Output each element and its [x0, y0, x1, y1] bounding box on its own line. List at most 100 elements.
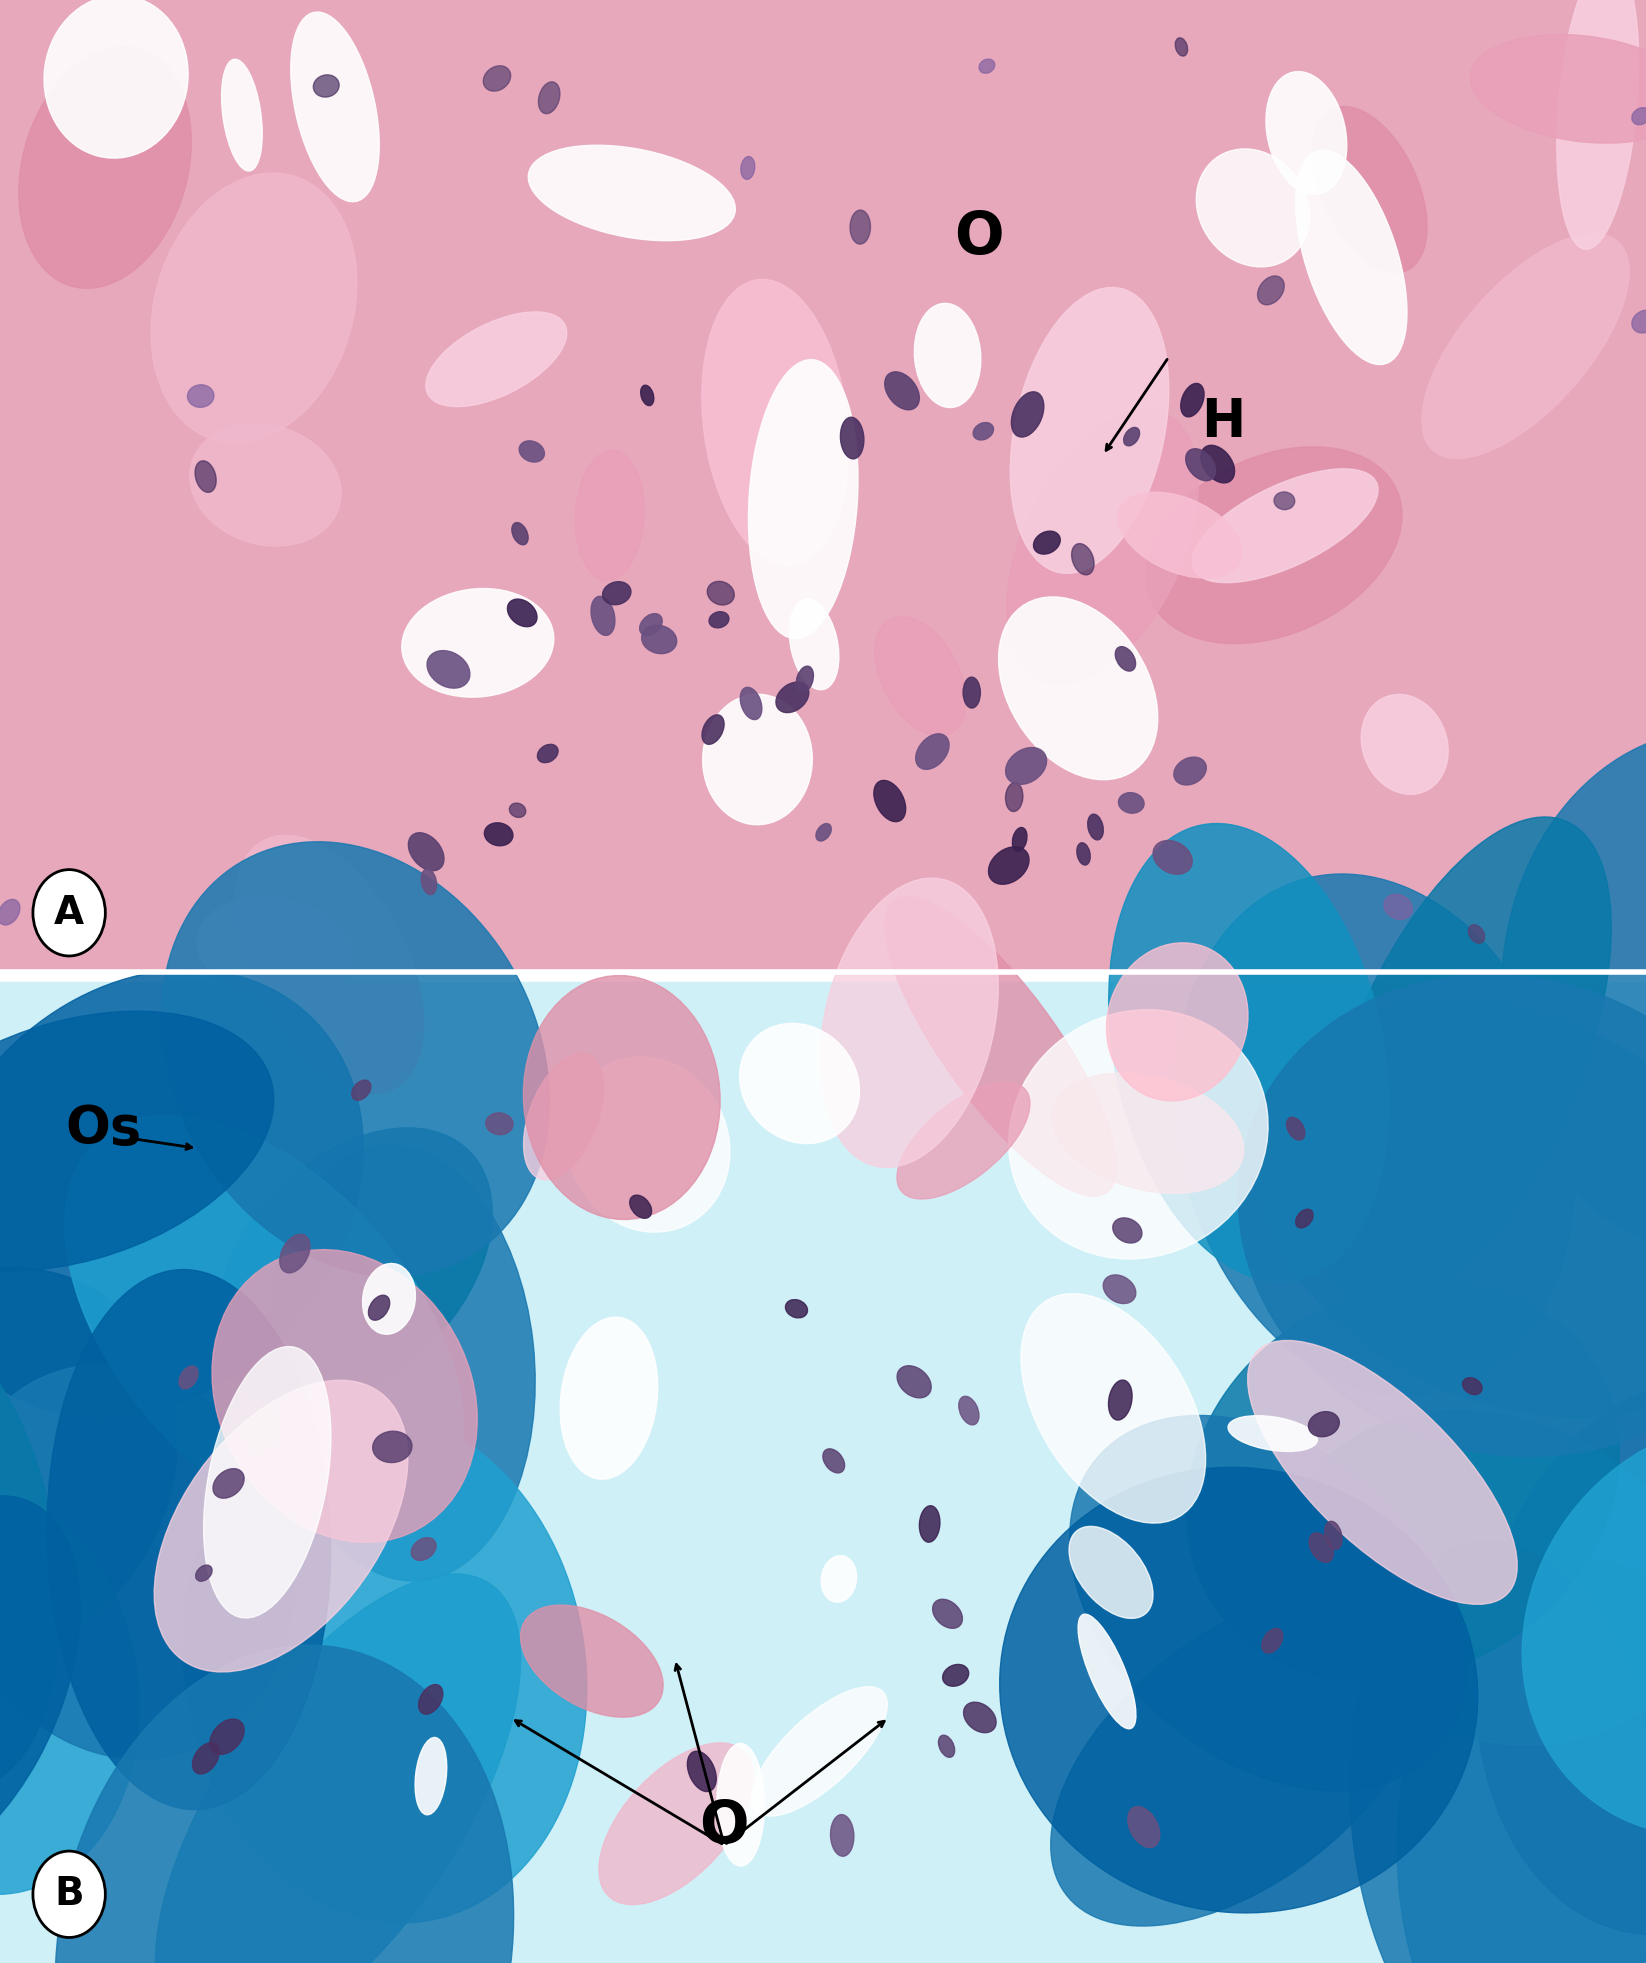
Ellipse shape: [790, 599, 839, 689]
Ellipse shape: [560, 1317, 658, 1480]
Ellipse shape: [1185, 450, 1216, 481]
Ellipse shape: [372, 1431, 412, 1462]
Ellipse shape: [741, 687, 762, 720]
Ellipse shape: [739, 1023, 859, 1144]
Ellipse shape: [0, 970, 364, 1417]
Ellipse shape: [1021, 1294, 1205, 1523]
Ellipse shape: [426, 312, 566, 406]
Ellipse shape: [1309, 1411, 1340, 1437]
Ellipse shape: [1009, 1009, 1267, 1258]
Ellipse shape: [0, 1011, 273, 1272]
Ellipse shape: [1422, 234, 1630, 459]
Ellipse shape: [1175, 37, 1188, 57]
Ellipse shape: [412, 1537, 436, 1561]
Ellipse shape: [44, 0, 188, 159]
Ellipse shape: [1468, 925, 1485, 942]
Ellipse shape: [1109, 824, 1389, 1282]
Ellipse shape: [1187, 1282, 1620, 1682]
Ellipse shape: [1314, 106, 1427, 273]
Ellipse shape: [1350, 1541, 1646, 1963]
Ellipse shape: [0, 1496, 81, 1879]
Ellipse shape: [291, 12, 379, 202]
Ellipse shape: [538, 82, 560, 114]
Ellipse shape: [797, 665, 813, 693]
Ellipse shape: [602, 581, 630, 605]
Ellipse shape: [708, 581, 734, 605]
Ellipse shape: [155, 1380, 408, 1672]
Ellipse shape: [716, 1743, 764, 1867]
Ellipse shape: [785, 1300, 808, 1317]
Ellipse shape: [823, 1449, 844, 1472]
Ellipse shape: [1108, 1380, 1132, 1419]
Ellipse shape: [1470, 35, 1646, 143]
Ellipse shape: [1180, 383, 1205, 416]
Ellipse shape: [1124, 428, 1139, 446]
Ellipse shape: [1011, 393, 1044, 438]
Ellipse shape: [56, 1645, 514, 1963]
Ellipse shape: [0, 1315, 61, 1788]
Ellipse shape: [999, 597, 1157, 779]
Ellipse shape: [209, 1720, 244, 1755]
Ellipse shape: [943, 1665, 968, 1686]
Ellipse shape: [234, 836, 425, 1093]
Ellipse shape: [151, 173, 357, 444]
Ellipse shape: [1116, 646, 1136, 671]
Text: B: B: [54, 1875, 84, 1914]
Ellipse shape: [821, 1555, 856, 1602]
Ellipse shape: [196, 1565, 212, 1582]
Ellipse shape: [179, 1366, 198, 1390]
Ellipse shape: [1295, 1209, 1314, 1229]
Ellipse shape: [1476, 1380, 1646, 1936]
Ellipse shape: [48, 1270, 331, 1810]
Ellipse shape: [193, 1743, 219, 1775]
Ellipse shape: [523, 976, 721, 1219]
Ellipse shape: [938, 1735, 955, 1757]
Ellipse shape: [566, 1056, 729, 1233]
Ellipse shape: [841, 418, 864, 459]
Ellipse shape: [1309, 1533, 1333, 1563]
Ellipse shape: [161, 842, 550, 1276]
Ellipse shape: [1118, 793, 1144, 813]
Ellipse shape: [313, 75, 339, 96]
Ellipse shape: [831, 1814, 854, 1857]
Ellipse shape: [775, 681, 808, 713]
Ellipse shape: [0, 1364, 295, 1759]
Ellipse shape: [1050, 1590, 1430, 1926]
Ellipse shape: [402, 589, 553, 697]
Ellipse shape: [484, 822, 514, 846]
Ellipse shape: [897, 1366, 932, 1398]
Ellipse shape: [1006, 783, 1022, 811]
Ellipse shape: [884, 897, 1116, 1195]
Ellipse shape: [0, 1486, 140, 1894]
Ellipse shape: [198, 897, 352, 1001]
Text: O: O: [700, 1798, 749, 1855]
Ellipse shape: [1007, 410, 1198, 685]
Ellipse shape: [1128, 1806, 1160, 1847]
Text: Os: Os: [66, 1103, 142, 1154]
Ellipse shape: [1174, 758, 1207, 785]
Ellipse shape: [1397, 1559, 1646, 1963]
Ellipse shape: [630, 1195, 652, 1219]
Ellipse shape: [1256, 999, 1646, 1417]
Ellipse shape: [642, 626, 677, 654]
Ellipse shape: [369, 1296, 390, 1321]
Ellipse shape: [1463, 1378, 1481, 1394]
Ellipse shape: [1113, 1217, 1142, 1243]
Ellipse shape: [999, 1466, 1478, 1912]
Ellipse shape: [216, 1129, 492, 1406]
Ellipse shape: [188, 385, 214, 408]
Ellipse shape: [1011, 287, 1169, 573]
Text: O: O: [955, 210, 1004, 267]
Ellipse shape: [963, 677, 981, 709]
Circle shape: [33, 870, 105, 956]
Ellipse shape: [915, 734, 950, 769]
Ellipse shape: [155, 1574, 520, 1963]
Ellipse shape: [512, 522, 528, 546]
Ellipse shape: [897, 1082, 1030, 1199]
Ellipse shape: [973, 422, 994, 440]
Ellipse shape: [1523, 1421, 1646, 1835]
Ellipse shape: [268, 1144, 535, 1580]
Ellipse shape: [1317, 817, 1611, 1307]
Ellipse shape: [0, 1268, 178, 1661]
Ellipse shape: [914, 304, 981, 408]
